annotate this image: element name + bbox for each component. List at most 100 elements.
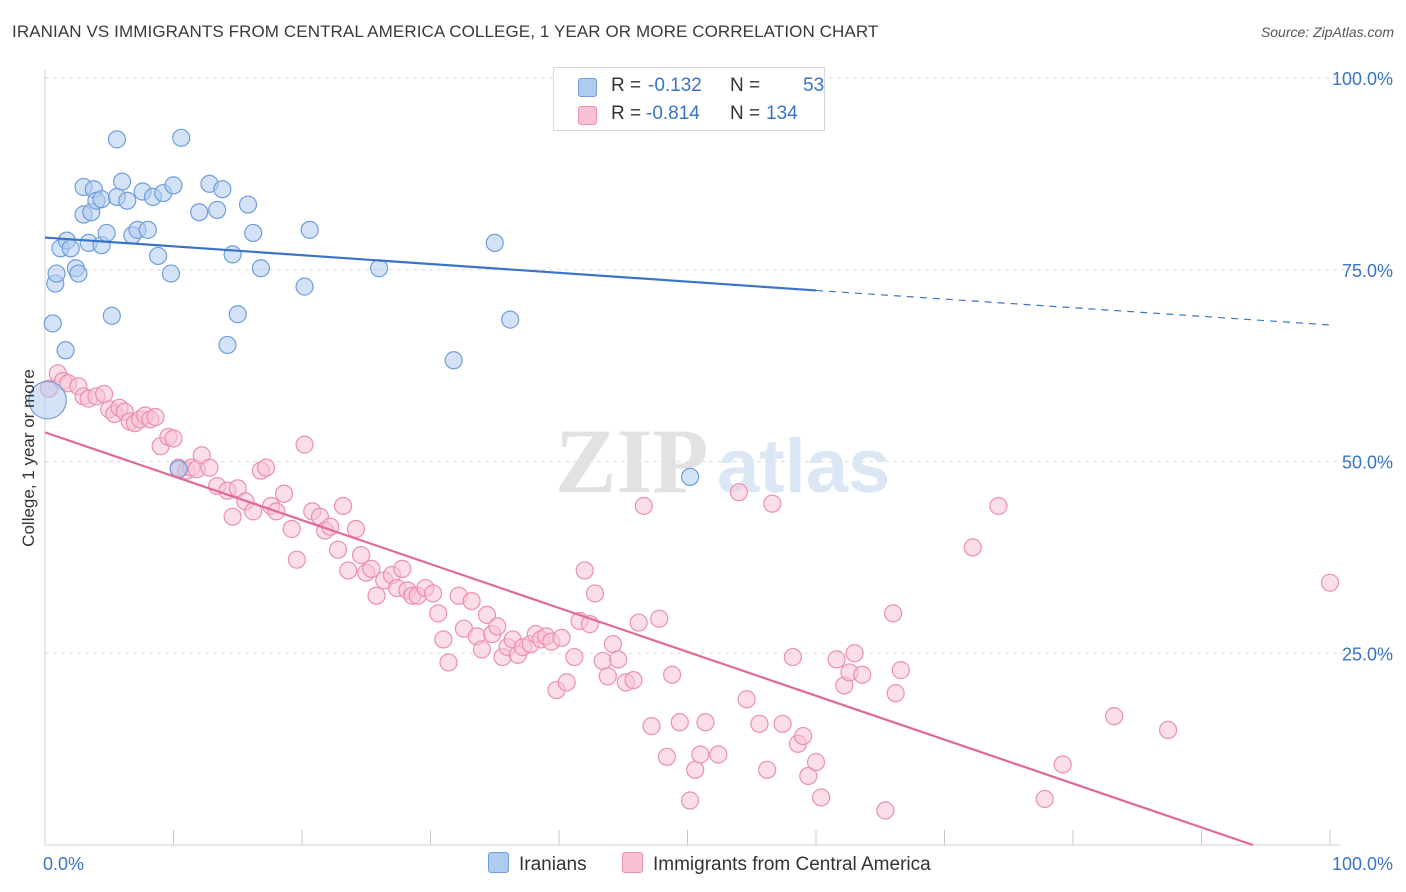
legend-n-label: N = — [730, 103, 761, 124]
central-america-point — [963, 538, 982, 557]
central-america-point — [709, 745, 728, 764]
central-america-point — [352, 545, 371, 565]
iranians-point — [444, 351, 463, 370]
central-america-point — [603, 634, 623, 654]
central-america-point — [670, 713, 689, 732]
central-america-point — [634, 496, 653, 516]
legend-r-value: -0.132 — [648, 75, 702, 96]
central-america-point — [737, 690, 756, 709]
central-america-point — [729, 483, 749, 502]
central-america-point — [557, 673, 576, 692]
central-america-point — [783, 647, 802, 667]
iranians-point — [102, 306, 121, 325]
central-america-legend-swatch — [622, 852, 643, 873]
central-america-point — [773, 714, 792, 733]
central-america-point — [812, 788, 831, 807]
central-america-point — [282, 519, 301, 539]
iranians-point — [112, 172, 132, 191]
central-america-point — [575, 561, 594, 580]
central-america-point — [429, 604, 448, 623]
central-america-point — [367, 586, 386, 605]
central-america-point — [1035, 789, 1054, 809]
central-america-point — [680, 791, 700, 810]
legend-n-value: 53 — [803, 75, 825, 96]
central-america-point — [686, 760, 705, 779]
iranians-point — [61, 239, 80, 258]
bottom-legend-iranians: Iranians — [488, 852, 587, 876]
axes — [44, 70, 1340, 846]
chart-source: Source: ZipAtlas.com — [1260, 24, 1394, 40]
central-america-point — [845, 644, 864, 663]
legend-n-label: N = — [730, 75, 761, 96]
central-america-point — [989, 496, 1008, 516]
central-america-point — [256, 458, 276, 477]
iranians-point — [43, 314, 62, 333]
watermark-zip: ZIP — [555, 410, 708, 512]
central-america-point — [691, 745, 710, 764]
central-america-point — [650, 609, 669, 628]
y-tick-label: 75.0% — [1342, 261, 1393, 281]
iranians-point — [208, 200, 227, 220]
central-america-point — [274, 484, 294, 503]
iranians-point — [251, 259, 270, 278]
central-america-point — [750, 714, 769, 733]
central-america-point — [1320, 573, 1340, 592]
central-america-point — [472, 640, 491, 659]
x-tick-label: 100.0% — [1332, 854, 1393, 874]
iranians-point — [56, 341, 75, 360]
correlation-legend: R = -0.132 N = 53 R = -0.814 N = 134 — [553, 67, 825, 131]
central-america-point — [891, 661, 910, 680]
iranians-legend-label: Iranians — [519, 854, 587, 875]
iranians-point — [47, 264, 66, 283]
central-america-point — [883, 604, 903, 623]
central-america-point — [295, 435, 314, 454]
central-america-point — [642, 717, 661, 736]
iranians-point — [300, 220, 319, 239]
central-america-swatch — [578, 106, 597, 125]
central-america-point — [799, 766, 818, 786]
iranians-trend-line — [44, 236, 817, 292]
central-america-point — [164, 429, 183, 448]
central-america-point — [629, 613, 648, 632]
iranians-point — [97, 223, 116, 243]
central-america-point — [223, 507, 242, 526]
central-america-point — [434, 630, 453, 649]
legend-n-value: 134 — [766, 103, 798, 124]
central-america-point — [794, 726, 813, 746]
tick-labels: 100.0% 75.0% 50.0% 25.0% 0.0% 100.0% — [43, 69, 1393, 874]
central-america-legend-label: Immigrants from Central America — [653, 854, 931, 875]
iranians-point — [92, 190, 111, 209]
legend-r-value: -0.814 — [646, 103, 700, 124]
iranians-point — [118, 191, 137, 210]
central-america-point — [853, 665, 872, 684]
central-america-point — [657, 747, 677, 766]
central-america-point — [758, 760, 777, 779]
bottom-legend-central-america: Immigrants from Central America — [622, 852, 931, 876]
iranians-point — [138, 220, 157, 239]
central-america-point — [696, 713, 715, 732]
central-america-point — [362, 559, 381, 578]
central-america-point — [1053, 755, 1072, 774]
iranians-legend-swatch — [488, 852, 509, 873]
x-tick-label: 0.0% — [43, 854, 84, 874]
central-america-point — [393, 559, 412, 578]
iranians-point — [161, 264, 181, 283]
iranians-point — [218, 335, 237, 355]
central-america-point — [585, 584, 605, 603]
central-america-point — [287, 550, 306, 569]
iranians-point — [148, 246, 168, 266]
iranians-point — [501, 310, 520, 329]
iranians-point — [172, 128, 191, 147]
central-america-point — [886, 684, 905, 703]
iranians-point — [28, 380, 67, 420]
y-tick-label: 50.0% — [1342, 453, 1393, 473]
iranians-point — [190, 203, 209, 222]
legend-r-label: R = — [611, 75, 642, 96]
central-america-point — [95, 384, 114, 404]
central-america-point — [876, 801, 895, 820]
y-axis-label: College, 1 year or more — [19, 369, 38, 547]
iranians-point — [295, 277, 314, 296]
iranians-trend-extension — [815, 289, 1331, 326]
iranians-point — [213, 180, 232, 199]
